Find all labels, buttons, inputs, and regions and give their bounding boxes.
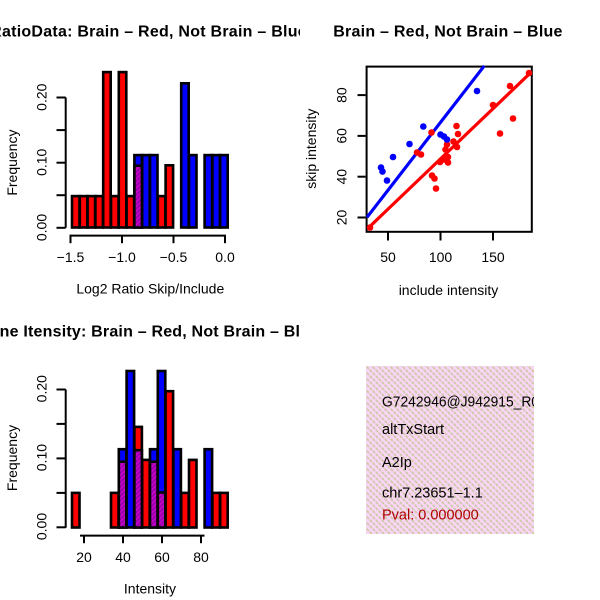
svg-text:0.10: 0.10 <box>34 444 50 471</box>
svg-text:60: 60 <box>334 128 350 144</box>
svg-text:altTxStart: altTxStart <box>382 422 444 438</box>
svg-text:20: 20 <box>76 549 92 565</box>
svg-text:Pval: 0.000000: Pval: 0.000000 <box>382 508 479 524</box>
svg-text:chr7.23651–1.1: chr7.23651–1.1 <box>382 486 483 502</box>
svg-text:Intensity: Intensity <box>124 581 176 597</box>
svg-text:Gene Itensity: Brain – Red, No: Gene Itensity: Brain – Red, Not Brain – … <box>0 324 319 341</box>
svg-text:0.00: 0.00 <box>34 513 50 540</box>
svg-text:0.0: 0.0 <box>215 249 235 265</box>
svg-text:0.10: 0.10 <box>34 148 50 175</box>
svg-text:A2Ip: A2Ip <box>382 455 412 471</box>
svg-text:80: 80 <box>193 549 209 565</box>
svg-text:Frequency: Frequency <box>4 130 20 196</box>
svg-text:40: 40 <box>115 549 131 565</box>
svg-text:G7242946@J942915_R0: G7242946@J942915_R0 <box>382 395 539 411</box>
svg-text:0.20: 0.20 <box>34 83 50 110</box>
svg-text:20: 20 <box>334 210 350 226</box>
svg-text:150: 150 <box>481 249 505 265</box>
svg-text:Log2 Ratio Skip/Include: Log2 Ratio Skip/Include <box>76 281 224 297</box>
svg-text:−1.5: −1.5 <box>57 249 85 265</box>
svg-text:Brain – Red, Not Brain – Blue: Brain – Red, Not Brain – Blue <box>333 24 563 41</box>
svg-text:0.00: 0.00 <box>34 214 50 241</box>
svg-text:−1.0: −1.0 <box>108 249 136 265</box>
svg-text:RatioData: Brain – Red, Not Br: RatioData: Brain – Red, Not Brain – Blue <box>0 24 307 41</box>
svg-text:−0.5: −0.5 <box>160 249 188 265</box>
svg-text:60: 60 <box>154 549 170 565</box>
svg-text:40: 40 <box>334 169 350 185</box>
svg-text:50: 50 <box>380 249 396 265</box>
svg-text:skip intensity: skip intensity <box>303 109 319 189</box>
svg-text:include intensity: include intensity <box>399 282 499 298</box>
svg-text:100: 100 <box>429 249 453 265</box>
svg-text:Frequency: Frequency <box>4 425 20 491</box>
svg-text:80: 80 <box>334 87 350 103</box>
svg-text:0.20: 0.20 <box>34 375 50 402</box>
